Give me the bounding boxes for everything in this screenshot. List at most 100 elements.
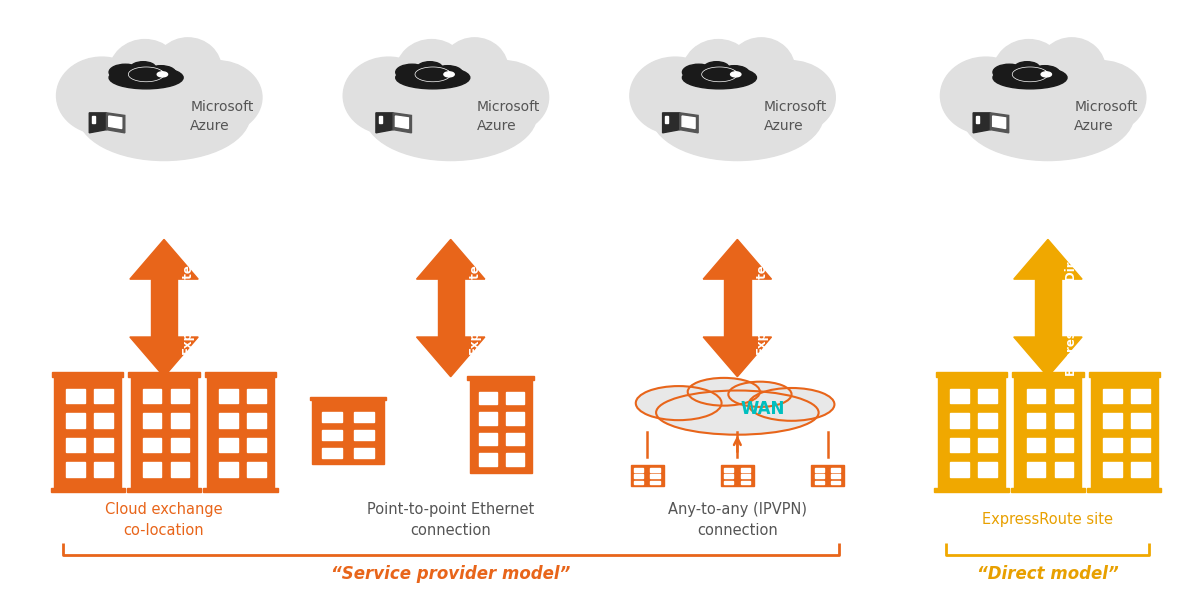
Ellipse shape — [365, 69, 536, 161]
Ellipse shape — [962, 69, 1134, 161]
Bar — [220, 389, 238, 404]
Polygon shape — [89, 113, 107, 133]
Bar — [95, 462, 113, 476]
Bar — [220, 413, 238, 428]
Bar — [811, 465, 844, 486]
Bar — [506, 453, 524, 466]
Ellipse shape — [656, 391, 818, 434]
Bar — [650, 480, 660, 484]
Bar — [170, 438, 190, 452]
Bar — [479, 392, 497, 404]
Bar — [310, 397, 386, 400]
Bar — [1055, 438, 1073, 452]
Ellipse shape — [941, 57, 1031, 134]
Polygon shape — [679, 113, 698, 133]
Bar — [725, 475, 733, 478]
Ellipse shape — [728, 38, 794, 101]
Bar — [354, 430, 373, 440]
Bar — [322, 430, 342, 440]
Bar — [950, 389, 968, 404]
Bar — [830, 468, 840, 472]
Bar — [220, 462, 238, 476]
Bar — [1014, 376, 1081, 488]
Bar — [1088, 372, 1160, 376]
Bar — [665, 116, 668, 123]
Polygon shape — [1014, 239, 1082, 279]
Bar — [479, 413, 497, 424]
Ellipse shape — [630, 57, 721, 134]
Bar — [978, 438, 997, 452]
Polygon shape — [130, 239, 198, 279]
Bar — [143, 462, 161, 476]
Bar — [1103, 438, 1122, 452]
Ellipse shape — [992, 64, 1026, 80]
Bar — [205, 372, 276, 376]
Ellipse shape — [78, 69, 250, 161]
Bar — [1026, 438, 1045, 452]
Bar — [1034, 279, 1061, 337]
Text: ExpressRoute: ExpressRoute — [468, 262, 481, 353]
Text: Microsoft
Azure: Microsoft Azure — [763, 100, 827, 134]
Bar — [815, 475, 823, 478]
Ellipse shape — [56, 57, 148, 134]
Bar — [978, 413, 997, 428]
Ellipse shape — [418, 61, 443, 74]
Bar — [204, 488, 277, 492]
Bar — [950, 413, 968, 428]
Bar — [725, 468, 733, 472]
Bar — [479, 433, 497, 445]
Bar — [506, 392, 524, 404]
Bar — [468, 375, 534, 379]
Text: Point-to-point Ethernet
connection: Point-to-point Ethernet connection — [367, 502, 534, 538]
Bar — [634, 475, 643, 478]
Text: ExpressRoute: ExpressRoute — [755, 262, 768, 353]
Bar — [52, 372, 124, 376]
Bar — [66, 413, 85, 428]
Text: WAN: WAN — [740, 401, 785, 418]
Bar — [479, 453, 497, 466]
Ellipse shape — [704, 61, 730, 74]
Ellipse shape — [652, 69, 823, 161]
Bar — [740, 475, 750, 478]
Ellipse shape — [391, 50, 510, 124]
Text: Cloud exchange
co-location: Cloud exchange co-location — [106, 502, 223, 538]
Bar — [50, 488, 125, 492]
Ellipse shape — [433, 66, 462, 80]
Bar — [127, 488, 202, 492]
Bar — [650, 468, 660, 472]
Polygon shape — [990, 113, 1009, 133]
Text: “Service provider model”: “Service provider model” — [331, 566, 570, 583]
Text: Microsoft
Azure: Microsoft Azure — [1074, 100, 1138, 134]
Bar — [1132, 462, 1150, 476]
Bar — [92, 116, 95, 123]
Ellipse shape — [146, 66, 175, 80]
Ellipse shape — [155, 38, 221, 101]
Bar — [1055, 462, 1073, 476]
Bar — [506, 433, 524, 445]
Bar — [95, 438, 113, 452]
Bar — [1012, 372, 1084, 376]
Polygon shape — [1014, 337, 1082, 376]
Ellipse shape — [172, 61, 262, 134]
Text: ExpressRoute Direct: ExpressRoute Direct — [1066, 241, 1078, 376]
Bar — [170, 389, 190, 404]
Bar — [815, 480, 823, 484]
Bar — [208, 376, 274, 488]
Ellipse shape — [109, 40, 181, 106]
Bar — [247, 462, 266, 476]
Bar — [143, 413, 161, 428]
Ellipse shape — [1038, 38, 1105, 101]
Ellipse shape — [992, 66, 1067, 89]
Bar — [978, 462, 997, 476]
Bar — [151, 279, 178, 337]
Bar — [725, 480, 733, 484]
Bar — [247, 438, 266, 452]
Bar — [950, 438, 968, 452]
Bar — [312, 400, 384, 465]
Ellipse shape — [1055, 61, 1146, 134]
Bar — [830, 480, 840, 484]
Bar — [1103, 413, 1122, 428]
Ellipse shape — [343, 57, 434, 134]
Bar — [143, 438, 161, 452]
Bar — [634, 480, 643, 484]
